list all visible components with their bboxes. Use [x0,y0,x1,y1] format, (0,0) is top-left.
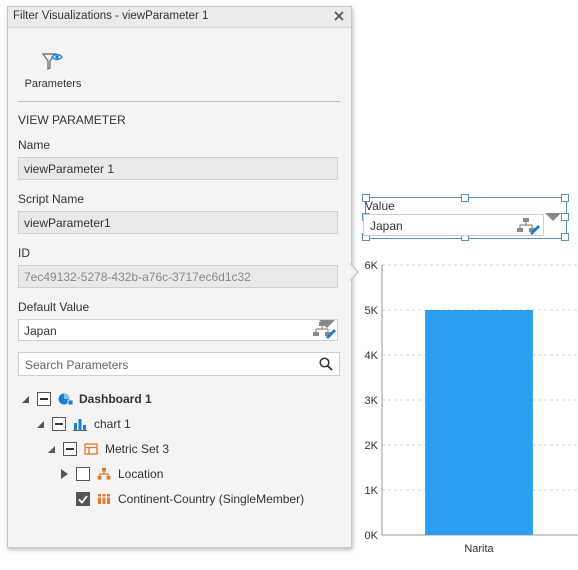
columns-icon [97,492,113,506]
resize-handle[interactable] [561,233,569,241]
tree-checkbox-partial[interactable] [63,442,77,456]
dialog-titlebar[interactable]: Filter Visualizations - viewParameter 1 [8,7,351,28]
default-value-dropdown-arrow-icon[interactable] [319,320,335,328]
metric-set-icon [84,442,100,456]
expanded-arrow-icon[interactable] [34,418,46,430]
parameters-label: Parameters [24,78,82,90]
default-value-label: Default Value [18,300,90,314]
y-tick-label: 3K [365,395,379,407]
tree-node-continent-country[interactable]: Continent-Country (SingleMember) [58,489,304,509]
tree-label: Continent-Country (SingleMember) [118,492,305,506]
view-parameter-label: Value [365,199,395,213]
tree-node-dashboard[interactable]: Dashboard 1 [19,389,152,409]
collapsed-arrow-icon[interactable] [58,468,70,480]
toolbar-divider [18,101,340,102]
tree-checkbox-partial[interactable] [37,392,51,406]
section-heading: VIEW PARAMETER [18,113,126,127]
view-parameter-value: Japan [370,219,403,233]
default-value-combo[interactable]: Japan [18,319,338,341]
tree-checkbox-partial[interactable] [52,417,66,431]
view-parameter-dropdown-arrow-icon[interactable] [545,213,561,221]
expanded-arrow-icon[interactable] [19,393,31,405]
name-field[interactable]: viewParameter 1 [18,157,338,180]
dashboard-icon [58,392,74,406]
view-parameter-combo[interactable]: Japan [363,214,544,236]
tree-label: Dashboard 1 [79,392,152,406]
y-tick-label: 2K [365,440,379,452]
filter-eye-icon [41,53,63,71]
tree-node-location[interactable]: Location [58,464,163,484]
expanded-arrow-icon[interactable] [45,443,57,455]
search-input[interactable] [23,356,317,374]
hierarchy-picker-icon[interactable] [516,217,540,235]
resize-handle[interactable] [561,213,569,221]
tree-label: chart 1 [94,417,131,431]
leaf-spacer [58,493,70,505]
close-icon[interactable] [331,8,347,24]
tree-node-chart[interactable]: chart 1 [34,414,131,434]
y-tick-label: 4K [365,350,379,362]
parameters-button[interactable]: Parameters [21,51,85,95]
y-tick-label: 1K [365,485,379,497]
tree-label: Metric Set 3 [105,442,170,456]
search-icon[interactable] [319,357,333,371]
script-name-label: Script Name [18,192,85,206]
resize-handle[interactable] [461,194,469,202]
y-tick-label: 6K [365,260,379,272]
resize-handle[interactable] [362,194,370,202]
tree-label: Location [118,467,164,481]
x-tick-label: Narita [464,543,494,555]
y-tick-label: 0K [365,530,379,542]
y-tick-label: 5K [365,305,379,317]
dialog-title: Filter Visualizations - viewParameter 1 [13,10,209,22]
tree-checkbox-checked[interactable] [76,492,90,506]
filter-visualizations-dialog: Filter Visualizations - viewParameter 1 … [7,6,352,548]
search-box[interactable] [18,352,340,376]
default-value-text: Japan [24,324,57,338]
name-label: Name [18,138,51,152]
hierarchy-icon [97,467,113,481]
resize-handle[interactable] [561,194,569,202]
id-field: 7ec49132-5278-432b-a76c-3717ec6d1c32 [18,265,338,288]
tree-node-metric-set[interactable]: Metric Set 3 [45,439,169,459]
tree-checkbox-unchecked[interactable] [76,467,90,481]
bar [425,310,533,535]
dialog-pointer [349,262,359,282]
id-label: ID [18,246,30,260]
bar-chart-icon [73,417,89,431]
script-name-field[interactable]: viewParameter1 [18,211,338,234]
bar-chart: 0K 1K 2K 3K 4K 5K 6K Narita [365,260,578,555]
